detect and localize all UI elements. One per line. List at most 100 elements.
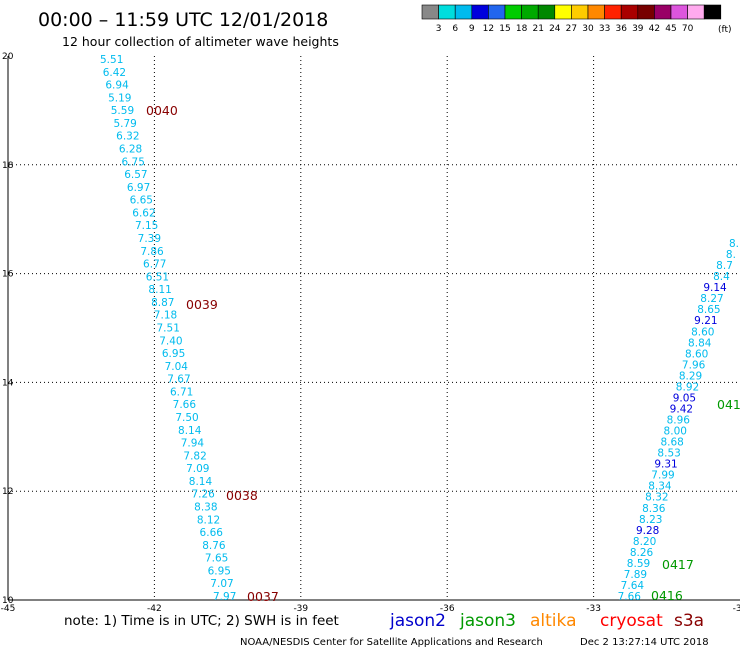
- colorbar-label: 12: [483, 24, 494, 34]
- plot-area: -45-42-39-36-33-30101214161820 5.516.426…: [1, 52, 740, 614]
- pass-time-label: 0039: [186, 297, 218, 312]
- colorbar-swatch: [687, 4, 705, 20]
- track-west: 5.516.426.945.195.595.796.326.286.756.57…: [100, 54, 236, 603]
- swh-value: 8.12: [197, 514, 220, 526]
- swh-value: 6.66: [200, 527, 224, 539]
- colorbar-label: 6: [452, 24, 458, 34]
- swh-value: 9.28: [636, 525, 659, 537]
- swh-value: 6.57: [124, 169, 147, 181]
- pass-time-label: 0038: [226, 488, 258, 503]
- colorbar-label: 15: [499, 24, 510, 34]
- y-tick-label: 14: [2, 378, 14, 388]
- swh-value: 8.92: [676, 381, 699, 393]
- generated-time: Dec 2 13:27:14 UTC 2018: [580, 637, 709, 648]
- swh-value: 7.89: [624, 569, 647, 581]
- swh-value: 7.82: [183, 450, 206, 462]
- x-tick-label: -42: [147, 604, 162, 614]
- colorbar-swatch: [654, 4, 672, 20]
- swh-value: 6.65: [130, 195, 153, 207]
- x-tick-label: -33: [586, 604, 601, 614]
- swh-value: 7.66: [618, 591, 642, 603]
- y-tick-label: 20: [2, 52, 14, 62]
- tick-labels: -45 -42 -39 -36 -33 -30 10 12 14 16 18 20: [1, 52, 740, 614]
- footer-note: note: 1) Time is in UTC; 2) SWH is in fe…: [64, 613, 339, 629]
- colorbar-label: 30: [582, 24, 594, 34]
- swh-value: 6.71: [170, 386, 193, 398]
- satellite-legend: jason2 jason3 altika cryosat s3a: [389, 611, 704, 631]
- swh-value: 8.34: [648, 481, 672, 493]
- satellite-legend-jason2: jason2: [389, 611, 446, 631]
- swh-value: 9.21: [694, 315, 717, 327]
- swh-value: 6.95: [208, 565, 231, 577]
- colorbar-label: 42: [649, 24, 660, 34]
- colorbar-swatch: [620, 4, 639, 20]
- swh-value: 8.60: [685, 348, 708, 360]
- swh-value: 6.62: [132, 207, 155, 219]
- swh-value: 6.42: [103, 67, 126, 79]
- swh-value: 5.79: [113, 118, 136, 130]
- swh-value: 7.64: [621, 580, 645, 592]
- time-labels: 0040 0039 0038 0037 041 0417 0416: [146, 103, 740, 604]
- swh-value: 8.68: [660, 437, 683, 449]
- swh-value: 5.51: [100, 54, 123, 66]
- colorbar-label: 9: [469, 24, 475, 34]
- swh-value: 6.94: [105, 80, 129, 92]
- colorbar-swatch: [504, 4, 522, 20]
- colorbar-label: 70: [682, 24, 694, 34]
- x-tick-label: -39: [293, 604, 308, 614]
- swh-value: 7.18: [154, 310, 177, 322]
- colorbar-swatch: [488, 4, 506, 20]
- swh-value: 7.40: [159, 335, 182, 347]
- swh-value: 7.86: [140, 246, 164, 258]
- pass-time-label: 041: [717, 397, 740, 412]
- swh-value: 6.32: [116, 131, 139, 143]
- swh-value: 7.51: [157, 323, 180, 335]
- colorbar-swatch: [537, 4, 556, 20]
- swh-value: 8.4: [713, 271, 730, 283]
- swh-value: 6.97: [127, 182, 150, 194]
- colorbar-label: 45: [665, 24, 676, 34]
- colorbar-label: 3: [436, 24, 442, 34]
- colorbar-swatch: [471, 4, 489, 20]
- swh-value: 6.77: [143, 259, 166, 271]
- swh-value: 8.53: [657, 448, 680, 460]
- pass-time-label: 0417: [662, 557, 694, 572]
- colorbar-swatch: [421, 4, 439, 20]
- swh-value: 8.32: [645, 492, 668, 504]
- swh-value: 7.94: [181, 438, 205, 450]
- swh-value: 7.26: [191, 489, 215, 501]
- colorbar-swatch: [454, 4, 473, 20]
- colorbar-swatch: [604, 4, 622, 20]
- swh-value: 8.29: [679, 370, 702, 382]
- swh-value: 8.38: [194, 502, 217, 514]
- swh-value: 7.66: [173, 399, 197, 411]
- swh-value: 8.26: [630, 547, 654, 559]
- swh-value: 8.00: [664, 426, 687, 438]
- grid: [8, 56, 740, 600]
- swh-value: 7.07: [210, 578, 233, 590]
- colorbar-label: 36: [615, 24, 627, 34]
- swh-value: 8.27: [700, 293, 723, 305]
- colorbar-label: 39: [632, 24, 644, 34]
- swh-value: 7.15: [135, 220, 158, 232]
- swh-value: 6.95: [162, 348, 185, 360]
- satellite-legend-altika: altika: [530, 611, 577, 631]
- swh-value: 7.39: [138, 233, 161, 245]
- colorbar-swatch: [637, 4, 655, 20]
- track-east: 8.8.8.78.49.148.278.659.218.608.848.607.…: [618, 238, 739, 603]
- swh-value: 9.14: [703, 282, 727, 294]
- swh-value: 8.: [726, 249, 736, 261]
- colorbar-swatch: [670, 4, 688, 20]
- swh-value: 8.7: [716, 260, 733, 272]
- colorbar-label: 21: [532, 24, 543, 34]
- y-tick-label: 12: [2, 487, 13, 497]
- swh-value: 8.59: [627, 558, 650, 570]
- swh-value: 8.11: [148, 284, 171, 296]
- swh-value: 5.59: [111, 105, 134, 117]
- swh-value: 7.96: [682, 359, 706, 371]
- map-subtitle: 12 hour collection of altimeter wave hei…: [62, 34, 339, 49]
- x-tick-label: -30: [733, 604, 740, 614]
- colorbar-unit: (ft): [718, 25, 732, 35]
- swh-value: 6.75: [122, 156, 145, 168]
- swh-value: 8.14: [178, 425, 202, 437]
